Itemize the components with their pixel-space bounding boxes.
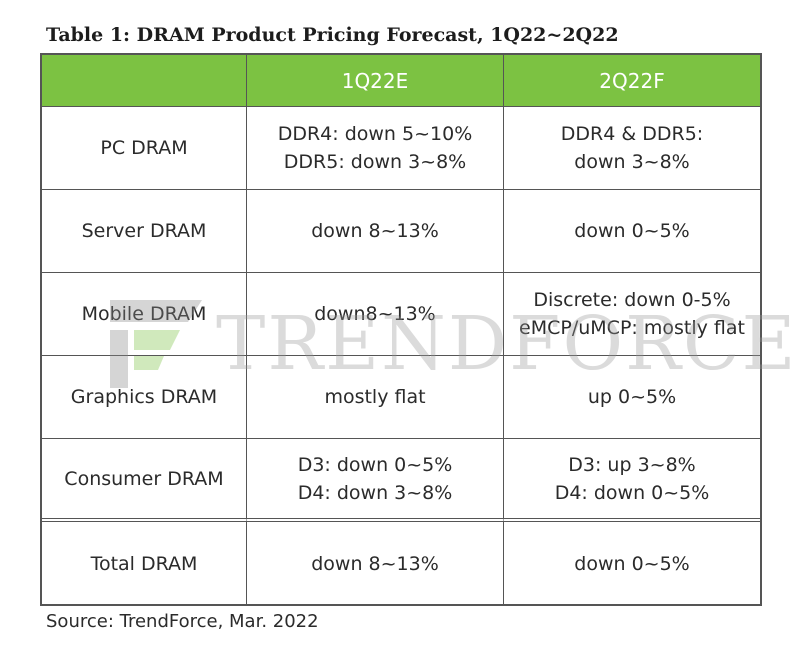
cell-line: D4: down 3~8% — [297, 481, 453, 504]
pc-dram-2q22f: DDR4 & DDR5: down 3~8% — [504, 107, 760, 190]
cell-line: DDR5: down 3~8% — [283, 151, 467, 173]
mobile-dram-2q22f: Discrete: down 0-5% eMCP/uMCP: mostly fl… — [504, 273, 760, 356]
source-note: Source: TrendForce, Mar. 2022 — [46, 611, 319, 632]
pc-dram-1q22e: DDR4: down 5~10% DDR5: down 3~8% — [247, 107, 504, 190]
cell-line: DDR4: down 5~10% — [277, 123, 473, 145]
cell-line: D4: down 0~5% — [554, 481, 710, 504]
cell-line: eMCP/uMCP: mostly flat — [519, 317, 745, 339]
consumer-dram-2q22f: D3: up 3~8% D4: down 0~5% — [504, 439, 760, 522]
mobile-dram-1q22e: down8~13% — [247, 273, 504, 356]
graphics-dram-1q22e: mostly flat — [247, 356, 504, 439]
header-1q22e: 1Q22E — [247, 55, 504, 107]
server-dram-2q22f: down 0~5% — [504, 190, 760, 273]
pricing-table: 1Q22E 2Q22F PC DRAM DDR4: down 5~10% DDR… — [40, 53, 762, 606]
cell-line: up 0~5% — [587, 386, 677, 408]
header-2q22f: 2Q22F — [504, 55, 760, 107]
cell-line: down 3~8% — [574, 151, 690, 173]
cell-line: D3: down 0~5% — [297, 453, 453, 476]
cell-line: down 8~13% — [311, 220, 439, 242]
row-label-pc-dram: PC DRAM — [42, 107, 247, 190]
total-dram-1q22e: down 8~13% — [247, 522, 504, 606]
row-label-graphics-dram: Graphics DRAM — [42, 356, 247, 439]
cell-line: D3: up 3~8% — [568, 453, 696, 476]
row-label-server-dram: Server DRAM — [42, 190, 247, 273]
header-empty-cell — [42, 55, 247, 107]
cell-line: down 0~5% — [574, 220, 690, 242]
consumer-dram-1q22e: D3: down 0~5% D4: down 3~8% — [247, 439, 504, 522]
row-label-mobile-dram: Mobile DRAM — [42, 273, 247, 356]
total-dram-2q22f: down 0~5% — [504, 522, 760, 606]
cell-line: mostly flat — [324, 386, 426, 408]
table-title: Table 1: DRAM Product Pricing Forecast, … — [46, 24, 619, 46]
cell-line: down 8~13% — [311, 553, 439, 575]
cell-line: down 0~5% — [574, 553, 690, 575]
cell-line: Discrete: down 0-5% — [533, 289, 731, 311]
server-dram-1q22e: down 8~13% — [247, 190, 504, 273]
row-label-consumer-dram: Consumer DRAM — [42, 439, 247, 522]
cell-line: down8~13% — [314, 303, 436, 325]
cell-line: DDR4 & DDR5: — [560, 123, 704, 145]
graphics-dram-2q22f: up 0~5% — [504, 356, 760, 439]
row-label-total-dram: Total DRAM — [42, 522, 247, 606]
